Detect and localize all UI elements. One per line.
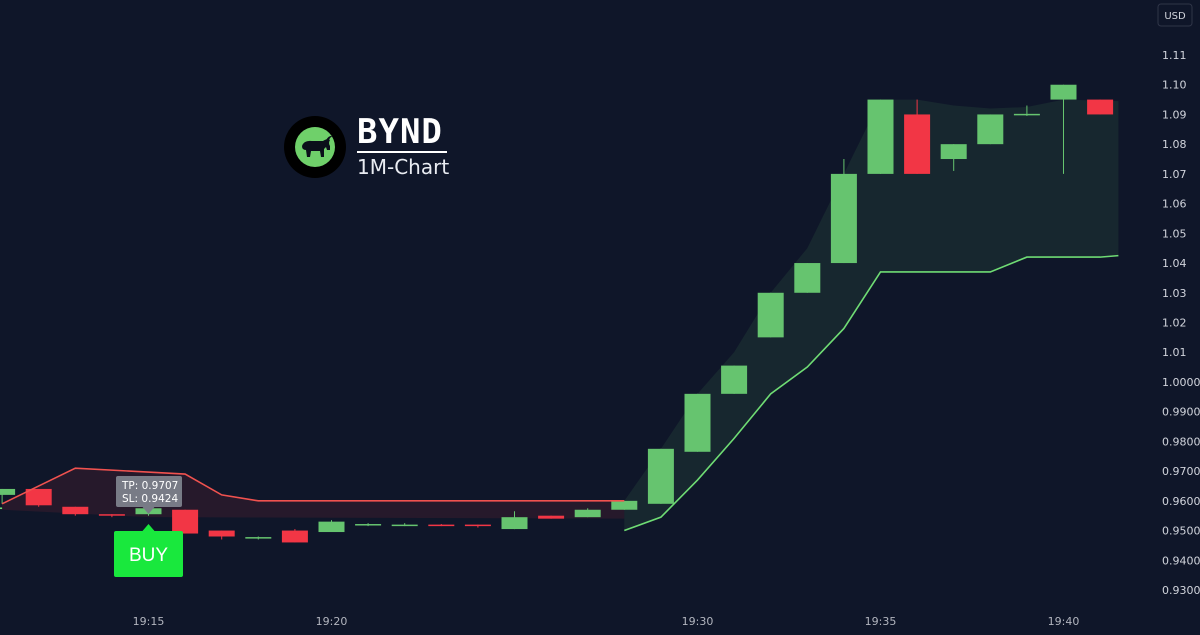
buy-pointer (142, 524, 155, 531)
bull-icon (302, 135, 333, 157)
candle-body (391, 524, 418, 527)
price-axis[interactable]: 1.11 1.10 1.09 1.08 1.07 1.06 1.05 1.04 1.03 1.02… (1162, 49, 1200, 597)
time-axis[interactable]: 19:15 19:20 19:30 19:35 19:40 (133, 615, 1080, 628)
price-tick-label: 1.02 (1162, 317, 1187, 330)
candle-body (538, 515, 565, 519)
candle-body (98, 514, 125, 516)
time-tick-label: 19:15 (133, 615, 165, 628)
candle-body (245, 537, 272, 539)
ticker-symbol: BYND (357, 112, 443, 152)
candle-body (977, 114, 1004, 145)
price-tick-label: 1.0000 (1162, 376, 1200, 389)
candle-body (501, 517, 528, 530)
candle-body (940, 144, 967, 160)
indicator-lines (0, 254, 1119, 532)
candle-body (464, 524, 491, 527)
currency-label: USD (1164, 11, 1186, 22)
candle-body (684, 393, 711, 452)
price-tick-label: 0.9600 (1162, 495, 1200, 508)
ticker-badge: BYND 1M-Chart (284, 112, 449, 179)
candle-body (721, 365, 748, 394)
price-tick-label: 0.9500 (1162, 525, 1200, 538)
price-tick-label: 1.08 (1162, 138, 1187, 151)
candle-bodies (0, 84, 1114, 543)
time-tick-label: 19:30 (682, 615, 714, 628)
band-fills (2, 99, 1119, 531)
candle-body (830, 173, 857, 264)
candle-body (611, 500, 638, 510)
candle-body (0, 488, 16, 495)
price-tick-label: 0.9700 (1162, 465, 1200, 478)
price-tick-label: 1.07 (1162, 168, 1187, 181)
sl-label: SL: 0.9424 (122, 493, 178, 505)
candle-body (62, 506, 89, 515)
price-tick-label: 1.04 (1162, 257, 1187, 270)
time-tick-label: 19:40 (1048, 615, 1080, 628)
candle-body (904, 114, 931, 174)
price-tick-label: 1.01 (1162, 346, 1187, 359)
price-tick-label: 1.03 (1162, 287, 1187, 300)
buy-signal[interactable]: TP: 0.9707 SL: 0.9424 BUY (114, 476, 183, 577)
timeframe-label: 1M-Chart (357, 155, 449, 179)
stop-band-fill (2, 468, 625, 519)
price-tick-label: 1.05 (1162, 227, 1187, 240)
tp-label: TP: 0.9707 (121, 480, 178, 492)
price-tick-label: 0.9800 (1162, 435, 1200, 448)
trail-band-fill (624, 99, 1119, 531)
currency-badge[interactable]: USD (1157, 3, 1193, 27)
stop-loss-line (1, 467, 625, 505)
buy-label-box (114, 531, 183, 577)
candle-body (25, 488, 52, 506)
candle-body (574, 509, 601, 518)
candle-body (428, 524, 455, 527)
buy-label: BUY (129, 545, 168, 566)
price-tick-label: 1.09 (1162, 108, 1187, 121)
price-tick-label: 0.9300 (1162, 584, 1200, 597)
time-tick-label: 19:20 (316, 615, 348, 628)
candle-body (318, 521, 345, 533)
candle-body (794, 263, 821, 293)
tp-sl-tooltip (116, 476, 182, 507)
price-tick-label: 0.9400 (1162, 554, 1200, 567)
price-tick-label: 1.10 (1162, 79, 1187, 92)
candle-body (1087, 99, 1114, 115)
trailing-stop-line (624, 254, 1119, 532)
candle-body (1050, 84, 1077, 100)
time-tick-label: 19:35 (865, 615, 897, 628)
candle-body (208, 530, 235, 537)
candle-body (1013, 113, 1040, 116)
candle-body (172, 509, 199, 534)
tooltip-pointer (142, 507, 155, 514)
candle-body (867, 99, 894, 174)
candle-body (355, 524, 382, 526)
ticker-underline (357, 151, 447, 153)
price-tick-label: 0.9900 (1162, 406, 1200, 419)
candle-body (647, 448, 674, 504)
candle-body (281, 530, 308, 543)
candle-body (757, 292, 784, 338)
price-tick-label: 1.11 (1162, 49, 1187, 62)
price-tick-label: 1.06 (1162, 198, 1187, 211)
